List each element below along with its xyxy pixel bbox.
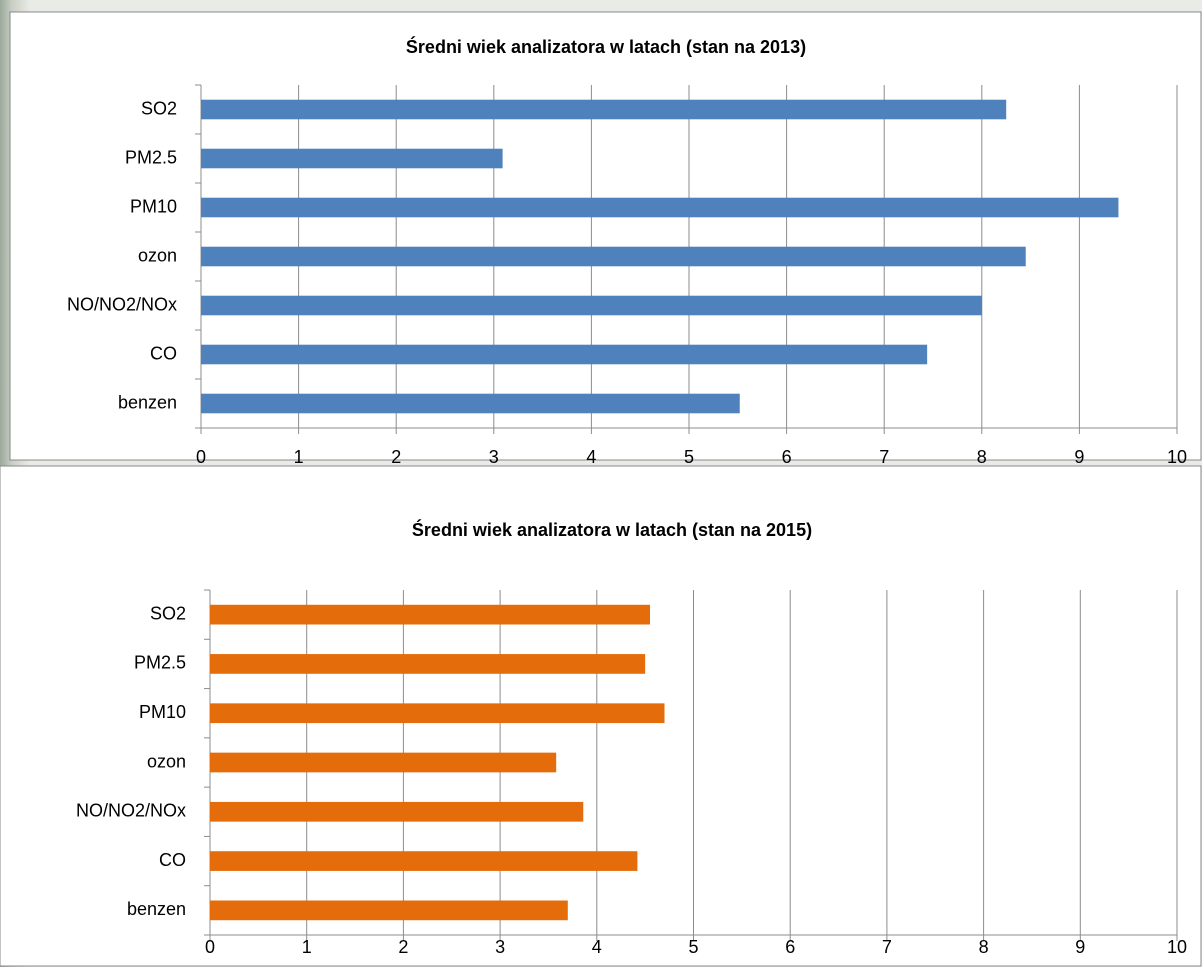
x-tick-label: 4 [592,937,602,957]
x-tick-label: 1 [302,937,312,957]
bar [210,654,646,674]
bar [201,344,928,365]
x-tick-label: 5 [684,447,694,467]
x-tick-label: 8 [979,937,989,957]
y-tick-label: ozon [147,751,186,771]
x-tick-label: 6 [785,937,795,957]
bar [201,197,1119,218]
bar [201,393,740,414]
x-tick-label: 0 [196,447,206,467]
bar [201,246,1026,267]
y-tick-label: SO2 [141,98,177,118]
bar [201,99,1007,120]
bar [201,148,503,169]
x-tick-label: 9 [1075,937,1085,957]
x-tick-label: 2 [391,447,401,467]
x-tick-label: 2 [398,937,408,957]
y-tick-label: benzen [118,392,177,412]
x-tick-label: 1 [294,447,304,467]
bar [210,900,568,921]
bar [210,703,665,724]
x-tick-label: 6 [782,447,792,467]
x-tick-label: 10 [1167,447,1187,467]
x-tick-label: 3 [495,937,505,957]
bar [210,752,557,773]
y-tick-label: ozon [138,245,177,265]
x-tick-label: 4 [586,447,596,467]
x-tick-label: 5 [688,937,698,957]
y-tick-label: CO [159,850,186,870]
bar [210,801,584,822]
y-tick-label: CO [150,343,177,363]
x-tick-label: 9 [1074,447,1084,467]
chart-panel [9,11,1202,461]
y-tick-label: PM2.5 [125,147,177,167]
x-tick-label: 10 [1167,937,1187,957]
bar [210,851,638,871]
chart-title: Średni wiek analizatora w latach (stan n… [412,519,812,540]
x-tick-label: 8 [977,447,987,467]
y-tick-label: PM10 [130,196,177,216]
bar [201,295,982,316]
x-tick-label: 7 [879,447,889,467]
y-tick-label: benzen [127,899,186,919]
x-tick-label: 0 [205,937,215,957]
y-tick-label: PM10 [139,702,186,722]
bar [210,604,650,625]
y-tick-label: PM2.5 [134,653,186,673]
x-tick-label: 7 [882,937,892,957]
x-tick-label: 3 [489,447,499,467]
y-tick-label: NO/NO2/NOx [67,294,177,314]
y-tick-label: SO2 [150,603,186,623]
chart-title: Średni wiek analizatora w latach (stan n… [406,36,806,57]
y-tick-label: NO/NO2/NOx [76,801,186,821]
